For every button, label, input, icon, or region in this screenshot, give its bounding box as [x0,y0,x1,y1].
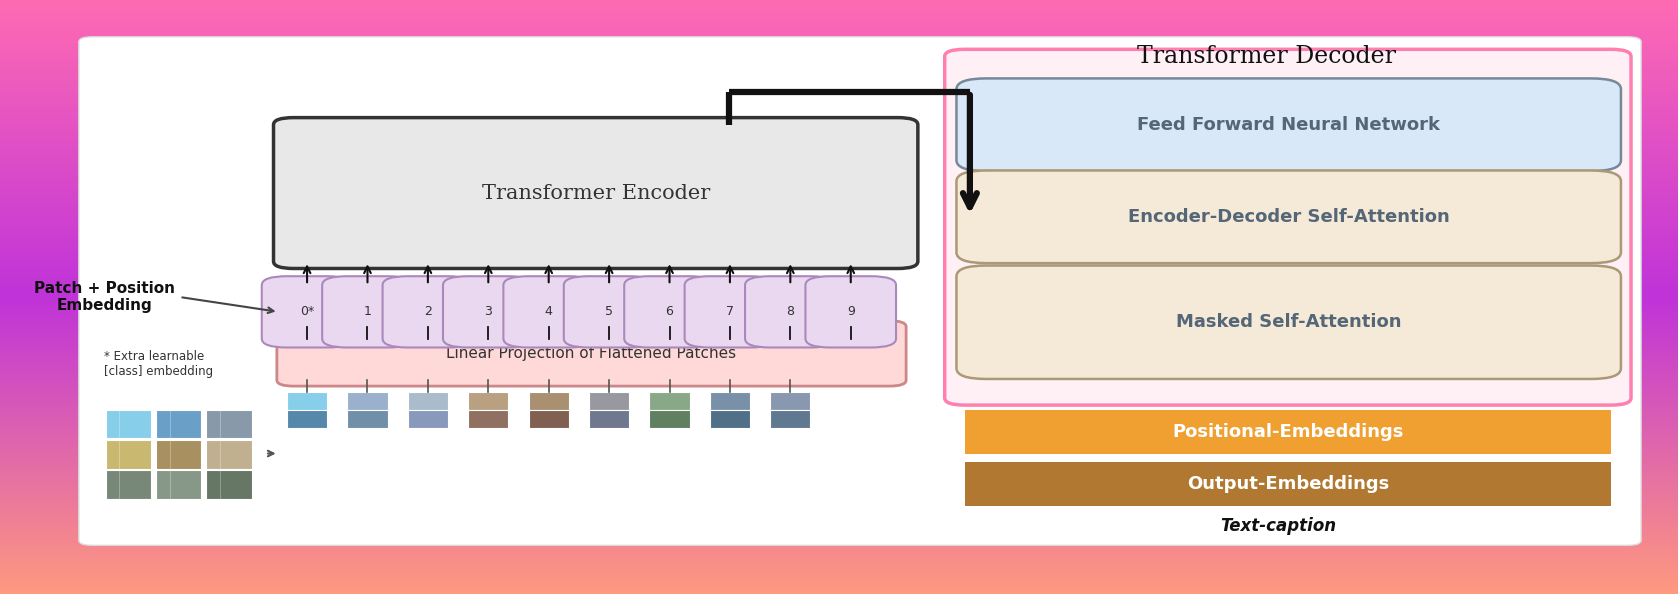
Bar [468,392,508,410]
Bar [965,410,1611,454]
FancyBboxPatch shape [685,276,775,347]
Text: 4: 4 [545,305,552,318]
Bar [649,392,690,410]
Bar [710,410,750,428]
Bar [529,392,569,410]
Bar [106,440,151,469]
FancyBboxPatch shape [79,37,1641,545]
Text: Transformer Encoder: Transformer Encoder [482,184,710,203]
Text: Feed Forward Neural Network: Feed Forward Neural Network [1138,116,1440,134]
Bar [589,410,629,428]
Bar [965,462,1611,506]
Bar [710,392,750,410]
Text: Output-Embeddings: Output-Embeddings [1186,475,1389,493]
Text: 9: 9 [847,305,854,318]
FancyBboxPatch shape [945,49,1631,405]
Bar [529,410,569,428]
FancyBboxPatch shape [624,276,715,347]
Bar [156,440,201,469]
Text: Positional-Embeddings: Positional-Embeddings [1173,423,1403,441]
Bar [287,410,327,428]
Bar [408,392,448,410]
Bar [206,440,252,469]
FancyBboxPatch shape [383,276,473,347]
Text: Masked Self-Attention: Masked Self-Attention [1176,313,1401,331]
FancyBboxPatch shape [503,276,594,347]
Text: Encoder-Decoder Self-Attention: Encoder-Decoder Self-Attention [1128,208,1450,226]
Bar [347,392,388,410]
Text: Transformer Decoder: Transformer Decoder [1138,45,1396,68]
Bar [206,410,252,438]
Bar [649,410,690,428]
Text: 2: 2 [425,305,431,318]
Text: 0*: 0* [300,305,314,318]
Bar [106,410,151,438]
Bar [770,410,810,428]
Bar [156,410,201,438]
Bar [770,392,810,410]
FancyBboxPatch shape [262,276,352,347]
Bar [106,470,151,499]
FancyBboxPatch shape [956,78,1621,171]
Text: Text-caption: Text-caption [1220,517,1337,535]
Bar [206,470,252,499]
Text: 3: 3 [485,305,492,318]
Bar [156,470,201,499]
FancyBboxPatch shape [443,276,534,347]
FancyBboxPatch shape [322,276,413,347]
Bar [287,392,327,410]
Bar [468,410,508,428]
FancyBboxPatch shape [745,276,836,347]
FancyBboxPatch shape [956,170,1621,263]
FancyBboxPatch shape [274,118,918,268]
FancyBboxPatch shape [564,276,654,347]
Text: 7: 7 [727,305,733,318]
FancyBboxPatch shape [277,321,906,386]
FancyBboxPatch shape [805,276,896,347]
Text: Linear Projection of Flattened Patches: Linear Projection of Flattened Patches [446,346,737,361]
Text: Patch + Position
Embedding: Patch + Position Embedding [34,281,175,313]
FancyBboxPatch shape [956,266,1621,379]
Text: 5: 5 [606,305,612,318]
Text: * Extra learnable
[class] embedding: * Extra learnable [class] embedding [104,350,213,378]
Bar [347,410,388,428]
Text: 1: 1 [364,305,371,318]
Bar [408,410,448,428]
Text: 6: 6 [666,305,673,318]
Text: 8: 8 [787,305,794,318]
Bar [589,392,629,410]
